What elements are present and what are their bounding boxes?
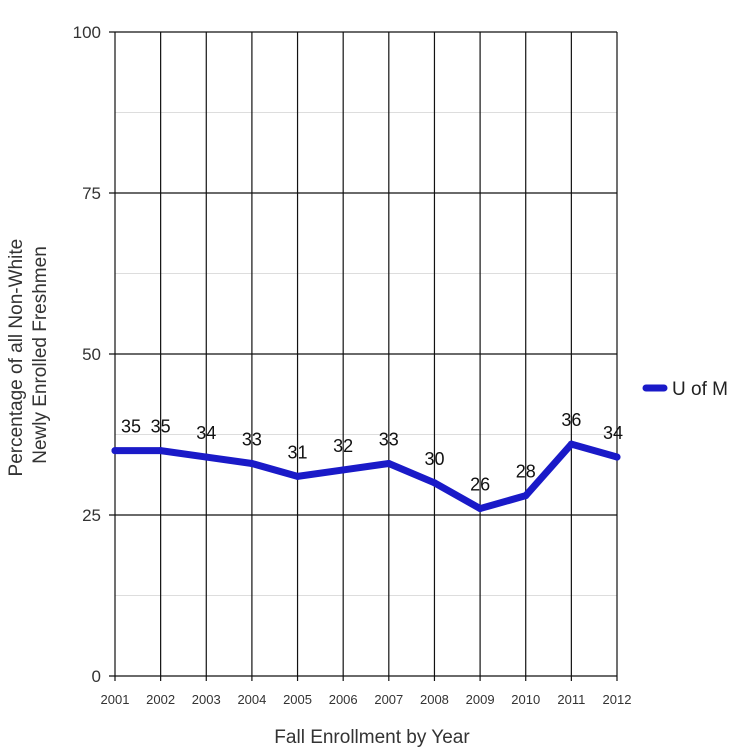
x-tick-label: 2003: [192, 692, 221, 707]
grid: [109, 31, 618, 681]
x-tick-label: 2007: [374, 692, 403, 707]
series-layer: [111, 440, 621, 513]
x-tick-label: 2004: [237, 692, 266, 707]
data-point: [157, 447, 165, 455]
legend-label: U of M: [672, 379, 728, 400]
data-label: 34: [603, 423, 623, 443]
series-line: [111, 440, 621, 513]
y-tick-label: 25: [82, 506, 101, 525]
data-label: 33: [379, 429, 399, 449]
data-label: 34: [196, 423, 216, 443]
x-tick-label: 2010: [511, 692, 540, 707]
x-tick-label: 2005: [283, 692, 312, 707]
y-tick-labels: 0 25 50 75 100: [73, 23, 101, 686]
y-axis-label-line-2: Newly Enrolled Freshmen: [30, 246, 51, 464]
x-axis-label: Fall Enrollment by Year: [274, 727, 470, 748]
data-point: [567, 440, 575, 448]
data-point: [476, 505, 484, 513]
data-label: 32: [333, 436, 353, 456]
data-point: [294, 472, 302, 480]
y-tick-label: 75: [82, 184, 101, 203]
y-tick-label: 50: [82, 345, 101, 364]
x-tick-label: 2001: [101, 692, 130, 707]
y-tick-label: 100: [73, 23, 101, 42]
data-point: [613, 453, 621, 461]
legend: U of M: [642, 379, 728, 400]
x-tick-labels: 2001 2002 2003 2004 2005 2006 2007 2008 2009 2010…: [101, 692, 632, 707]
data-point: [202, 453, 210, 461]
data-point: [430, 479, 438, 487]
data-label: 30: [424, 449, 444, 469]
x-tick-label: 2002: [146, 692, 175, 707]
y-axis-label-line-1: Percentage of all Non-White: [6, 239, 27, 477]
data-point: [522, 492, 530, 500]
data-label: 33: [242, 429, 262, 449]
x-tick-label: 2009: [466, 692, 495, 707]
data-point: [339, 466, 347, 474]
y-tick-label: 0: [92, 667, 101, 686]
x-tick-label: 2012: [603, 692, 632, 707]
x-tick-label: 2006: [329, 692, 358, 707]
data-point: [385, 459, 393, 467]
data-label: 28: [516, 462, 536, 482]
data-point: [111, 447, 119, 455]
data-point: [248, 459, 256, 467]
data-label: 26: [470, 475, 490, 495]
data-label: 35: [121, 417, 141, 437]
data-label: 36: [561, 410, 581, 430]
data-labels: 35 35 34 33 31 32 33 30 26 28 36 34: [121, 410, 623, 494]
x-tick-label: 2008: [420, 692, 449, 707]
x-tick-label: 2011: [557, 692, 585, 707]
data-label: 31: [288, 442, 308, 462]
data-label: 35: [151, 417, 171, 437]
y-axis-label: Percentage of all Non-White Newly Enroll…: [6, 234, 51, 477]
